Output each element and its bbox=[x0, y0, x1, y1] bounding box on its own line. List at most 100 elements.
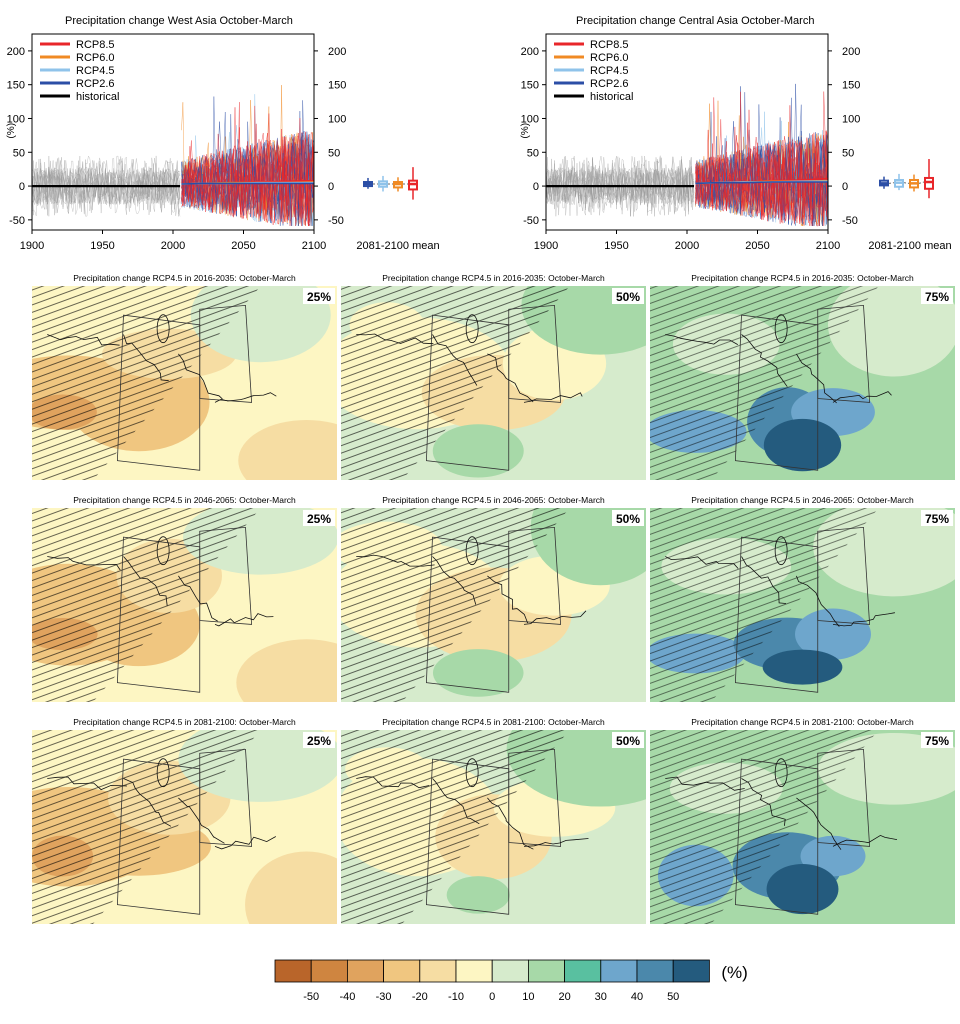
region-west-asia-outline bbox=[425, 314, 510, 471]
region-central-asia-outline bbox=[508, 748, 562, 847]
map-panel-4: Precipitation change RCP4.5 in 2046-2065… bbox=[32, 495, 337, 702]
colorbar-swatch bbox=[455, 959, 493, 983]
x-tick-label: 1950 bbox=[90, 240, 114, 252]
y-tick-label-left: 200 bbox=[7, 46, 25, 58]
map-title: Precipitation change RCP4.5 in 2016-2035… bbox=[73, 273, 296, 283]
colorbar-tick-label: 30 bbox=[595, 991, 607, 1003]
colorbar-tick-label: -20 bbox=[412, 991, 428, 1003]
caspian-sea-outline bbox=[156, 314, 170, 344]
colorbar-swatch bbox=[491, 959, 529, 983]
map-field bbox=[341, 286, 646, 480]
map-field bbox=[32, 730, 337, 924]
legend-label: RCP8.5 bbox=[76, 39, 115, 51]
legend-label: RCP6.0 bbox=[76, 52, 115, 64]
colorbar-swatch bbox=[419, 959, 457, 983]
caspian-sea-outline bbox=[774, 314, 788, 344]
y-tick-label-left: 200 bbox=[521, 46, 539, 58]
contour-region bbox=[446, 876, 510, 914]
map-title: Precipitation change RCP4.5 in 2046-2065… bbox=[382, 495, 605, 505]
region-west-asia-outline bbox=[116, 758, 201, 915]
contour-region bbox=[795, 608, 871, 660]
line-chart-2: Precipitation change Central Asia Octobe… bbox=[520, 15, 952, 252]
caspian-sea-outline bbox=[465, 314, 479, 344]
colorbar-swatch bbox=[564, 959, 602, 983]
region-central-asia-outline bbox=[199, 526, 253, 625]
map-title: Precipitation change RCP4.5 in 2081-2100… bbox=[691, 717, 914, 727]
colorbar-swatch bbox=[383, 959, 421, 983]
box-body bbox=[924, 176, 934, 190]
percentile-badge bbox=[303, 732, 335, 748]
region-west-asia-outline bbox=[734, 314, 819, 471]
colorbar-swatch bbox=[346, 959, 384, 983]
contour-region bbox=[238, 419, 337, 480]
coastline bbox=[796, 575, 840, 627]
y-tick-label-left: 150 bbox=[521, 80, 539, 92]
coastline bbox=[123, 556, 168, 606]
coastline bbox=[356, 554, 435, 567]
y-tick-label-right: 150 bbox=[842, 80, 860, 92]
y-tick-label-right: 100 bbox=[842, 113, 860, 125]
y-axis-label: (%) bbox=[520, 123, 531, 139]
box-link bbox=[918, 181, 925, 184]
box-link bbox=[888, 182, 895, 184]
x-tick-label: 1950 bbox=[604, 240, 628, 252]
region-west-asia-outline bbox=[425, 536, 510, 693]
y-tick-label-left: 50 bbox=[527, 147, 539, 159]
coastline bbox=[356, 776, 430, 789]
coastline bbox=[178, 353, 223, 400]
percentile-badge bbox=[303, 510, 335, 526]
colorbar-swatch bbox=[600, 959, 638, 983]
colorbar-tick-label: 40 bbox=[631, 991, 643, 1003]
map-title: Precipitation change RCP4.5 in 2046-2065… bbox=[73, 495, 296, 505]
hatch-region bbox=[341, 508, 570, 702]
coastline bbox=[432, 778, 480, 825]
hatch-region bbox=[650, 730, 879, 924]
chart-title: Precipitation change Central Asia Octobe… bbox=[576, 15, 814, 27]
coastline bbox=[832, 391, 892, 403]
inset-label: 2081-2100 mean bbox=[868, 240, 951, 252]
map-panel-8: Precipitation change RCP4.5 in 2081-2100… bbox=[341, 717, 646, 924]
contour-region bbox=[762, 649, 843, 685]
percentile-label: 50% bbox=[616, 290, 640, 304]
percentile-label: 75% bbox=[925, 512, 949, 526]
coastline bbox=[523, 392, 583, 403]
caspian-sea-outline bbox=[774, 536, 788, 566]
legend-label: historical bbox=[590, 91, 633, 103]
percentile-label: 75% bbox=[925, 734, 949, 748]
coastline bbox=[178, 797, 225, 844]
series-line-rcp26 bbox=[695, 181, 828, 185]
coastline bbox=[47, 334, 120, 346]
scenario-member-line bbox=[181, 128, 315, 226]
contour-region bbox=[432, 424, 524, 478]
y-tick-label-left: -50 bbox=[523, 215, 539, 227]
colorbar-swatch bbox=[274, 959, 312, 983]
coastline bbox=[741, 334, 788, 387]
hatch-region bbox=[32, 508, 261, 702]
percentile-label: 25% bbox=[307, 290, 331, 304]
scenario-member-line bbox=[695, 97, 829, 226]
caspian-sea-outline bbox=[156, 536, 170, 566]
map-panel-9: Precipitation change RCP4.5 in 2081-2100… bbox=[650, 717, 955, 924]
colorbar-swatch bbox=[636, 959, 674, 983]
map-title: Precipitation change RCP4.5 in 2081-2100… bbox=[73, 717, 296, 727]
coastline bbox=[432, 334, 478, 386]
legend-label: historical bbox=[76, 91, 119, 103]
y-tick-label-right: 200 bbox=[328, 46, 346, 58]
coastline bbox=[214, 613, 274, 627]
map-panel-6: Precipitation change RCP4.5 in 2046-2065… bbox=[650, 495, 955, 702]
percentile-label: 25% bbox=[307, 734, 331, 748]
colorbar-tick-label: -30 bbox=[376, 991, 392, 1003]
scenario-member-line bbox=[181, 136, 315, 226]
y-tick-label-left: 100 bbox=[7, 113, 25, 125]
x-tick-label: 2100 bbox=[302, 240, 326, 252]
map-field bbox=[341, 508, 646, 702]
legend-label: RCP2.6 bbox=[76, 78, 115, 90]
region-central-asia-outline bbox=[508, 526, 562, 625]
colorbar-tick-label: -50 bbox=[303, 991, 319, 1003]
hatch-region bbox=[650, 286, 879, 480]
x-tick-label: 1900 bbox=[534, 240, 558, 252]
x-tick-label: 2050 bbox=[231, 240, 255, 252]
region-central-asia-outline bbox=[199, 748, 253, 847]
colorbar-tick-label: 0 bbox=[489, 991, 495, 1003]
